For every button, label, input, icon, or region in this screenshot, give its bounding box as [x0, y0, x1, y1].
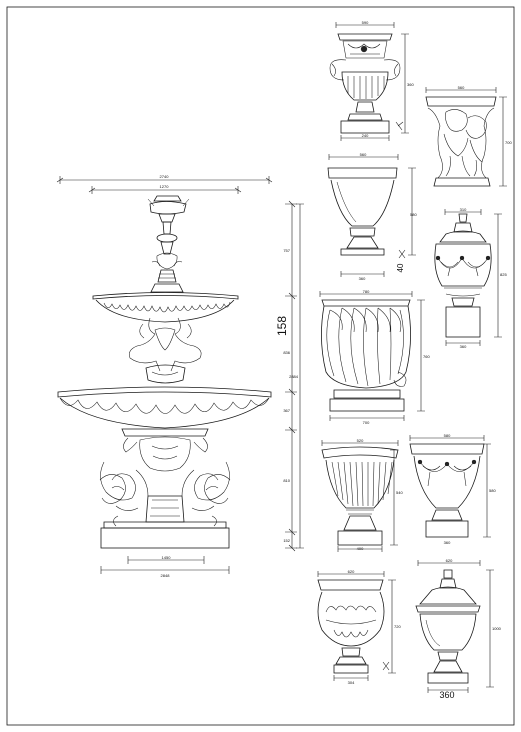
- urn-5-base: 700: [363, 420, 370, 425]
- urn-5-width: 780: [363, 289, 370, 294]
- urn-5-drawing: [319, 291, 425, 421]
- urn-7-base: 360: [444, 540, 451, 545]
- urn-3-labels: 560 580 360 40: [359, 152, 418, 281]
- sheet-frame: [6, 6, 515, 726]
- urn-1-drawing: [329, 22, 409, 141]
- urn-7-height: 580: [489, 488, 496, 493]
- fountain-dimension-labels: 2740 1270 757 836 367 810 152 2884 158 1…: [160, 174, 299, 578]
- dim-top-overall: 2740: [160, 174, 170, 179]
- urn-1-labels: 590 360 240: [362, 20, 415, 138]
- urn-3-side: 40: [396, 263, 405, 272]
- urn-7-labels: 580 580 360: [444, 433, 497, 545]
- dim-total-height: 2884: [289, 374, 299, 379]
- urn-9-labels: 620 1000 360: [439, 558, 501, 700]
- urn-3-drawing: [327, 154, 416, 277]
- urn-2-height: 700: [505, 140, 512, 145]
- urn-6-base: 400: [357, 546, 364, 551]
- urn-9-height: 1000: [492, 626, 502, 631]
- fountain-drawing: [56, 176, 304, 574]
- dim-seg-1: 757: [283, 248, 290, 253]
- dim-base-outer: 2848: [161, 573, 171, 578]
- urn-3-height: 580: [410, 212, 417, 217]
- urn-4-labels: 310 825 360: [460, 207, 508, 349]
- dim-seg-4: 810: [283, 478, 290, 483]
- urn-8-drawing: [317, 571, 396, 681]
- dim-top-inner: 1270: [160, 184, 170, 189]
- dim-seg-3: 367: [283, 408, 290, 413]
- urn-3-width: 560: [360, 152, 367, 157]
- urn-7-width: 580: [444, 433, 451, 438]
- urn-9-width: 620: [446, 558, 453, 563]
- urn-4-height: 825: [500, 272, 507, 277]
- urn-5-labels: 780 760 700: [363, 289, 431, 425]
- urn-2-drawing: [425, 87, 507, 187]
- urn-6-drawing: [321, 440, 399, 552]
- urn-8-height: 720: [394, 624, 401, 629]
- urn-1-height: 360: [407, 82, 414, 87]
- urn-6-width: 520: [357, 438, 364, 443]
- urn-8-labels: 620 720 304: [348, 569, 402, 685]
- urn-2-width: 560: [458, 85, 465, 90]
- urn-4-drawing: [434, 209, 502, 346]
- urn-1-base: 240: [362, 133, 369, 138]
- urn-9-drawing: [415, 560, 494, 693]
- urn-6-height: 540: [396, 490, 403, 495]
- urn-9-base: 360: [439, 690, 454, 700]
- dim-base-inner: 1450: [162, 555, 172, 560]
- urn-7-drawing: [409, 435, 491, 538]
- urn-5-height: 760: [423, 354, 430, 359]
- urn-1-width: 590: [362, 20, 369, 25]
- dim-seg-2: 836: [283, 350, 290, 355]
- dim-seg-5: 152: [283, 538, 290, 543]
- urn-8-base: 304: [348, 680, 355, 685]
- urn-4-width: 310: [460, 207, 467, 212]
- urn-4-base: 360: [460, 344, 467, 349]
- dim-side-large: 158: [275, 316, 289, 336]
- urn-8-width: 620: [348, 569, 355, 574]
- urn-3-base: 360: [359, 276, 366, 281]
- urn-2-labels: 560 700: [458, 85, 513, 145]
- urn-6-labels: 520 540 400: [357, 438, 404, 551]
